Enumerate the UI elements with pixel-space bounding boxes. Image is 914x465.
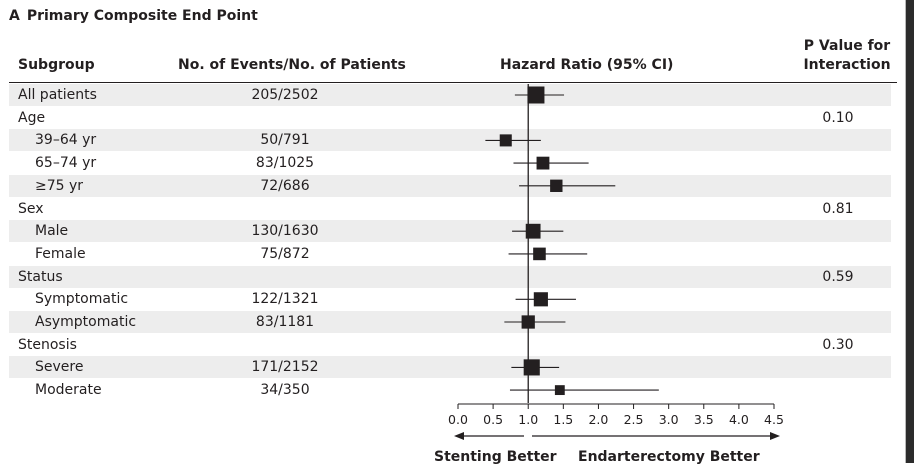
hazard-ratio-header: Hazard Ratio (95% CI) [500,57,674,73]
hazard-ratio-box [521,315,535,329]
row-stripe [9,311,891,333]
row-label: Sex [18,200,44,217]
row-label: Asymptomatic [35,314,137,330]
row-p-value: 0.30 [822,336,854,353]
panel-title-text: Primary Composite End Point [26,8,258,24]
row-events: 34/350 [260,382,310,399]
endarterectomy-better-label: Endarterectomy Better [578,449,760,465]
x-tick-label: 3.5 [694,412,714,427]
x-tick-label: 2.5 [624,412,644,427]
events-header: No. of Events/No. of Patients [178,57,406,73]
row-p-value: 0.59 [822,268,854,285]
row-stripe [9,220,891,243]
row-label: Status [18,268,63,285]
x-tick-label: 4.0 [729,412,749,427]
row-label: Severe [35,359,84,376]
p-value-header-line2: Interaction [803,57,891,73]
hazard-ratio-box [527,86,545,104]
row-label: 65–74 yr [35,155,97,172]
hazard-ratio-box [554,385,565,396]
row-stripe [9,356,891,379]
row-events: 171/2152 [251,359,319,376]
x-tick-label: 0.5 [483,412,503,427]
panel-letter: A [9,8,20,24]
row-label: Symptomatic [35,291,129,308]
hazard-ratio-box [523,359,540,376]
row-label: Stenosis [18,336,77,353]
row-events: 83/1181 [255,314,315,330]
row-label: ≥75 yr [35,177,84,194]
row-label: Male [35,223,69,240]
row-stripe [9,174,891,197]
hazard-ratio-box [536,156,550,170]
x-tick-label: 1.0 [518,412,538,427]
row-label: 39–64 yr [35,132,97,149]
x-tick-label: 2.0 [588,412,608,427]
p-value-header-line1: P Value for [803,38,891,54]
window-edge-line [905,0,906,463]
hazard-ratio-box [533,292,548,307]
row-events: 50/791 [260,132,310,149]
row-events: 72/686 [260,177,310,194]
row-events: 130/1630 [251,223,319,240]
row-label: Moderate [35,382,102,399]
subgroup-header: Subgroup [18,57,95,73]
row-events: 122/1321 [251,291,319,308]
row-events: 83/1025 [255,155,315,172]
row-stripe [9,129,891,152]
hazard-ratio-box [525,223,541,239]
row-label: Female [35,245,86,262]
row-stripe [9,265,891,288]
x-tick-label: 4.5 [764,412,784,427]
left-arrowhead [454,432,464,440]
row-label: Age [18,109,46,126]
stenting-better-label: Stenting Better [434,449,557,465]
window-edge [906,0,914,463]
row-p-value: 0.10 [822,109,854,126]
x-tick-label: 0.0 [448,412,468,427]
row-p-value: 0.81 [822,200,854,217]
row-stripe [9,84,891,106]
x-tick-label: 1.5 [553,412,573,427]
right-arrowhead [770,432,780,440]
row-events: 205/2502 [251,87,319,103]
hazard-ratio-box [550,179,563,192]
hazard-ratio-box [533,247,546,261]
p-value-header: P Value for Interaction [796,37,898,75]
panel-title: A Primary Composite End Point [9,8,258,24]
x-tick-label: 3.0 [659,412,679,427]
row-label: All patients [18,87,97,103]
header-rule [9,82,897,83]
row-events: 75/872 [260,245,310,262]
hazard-ratio-box [499,134,512,147]
